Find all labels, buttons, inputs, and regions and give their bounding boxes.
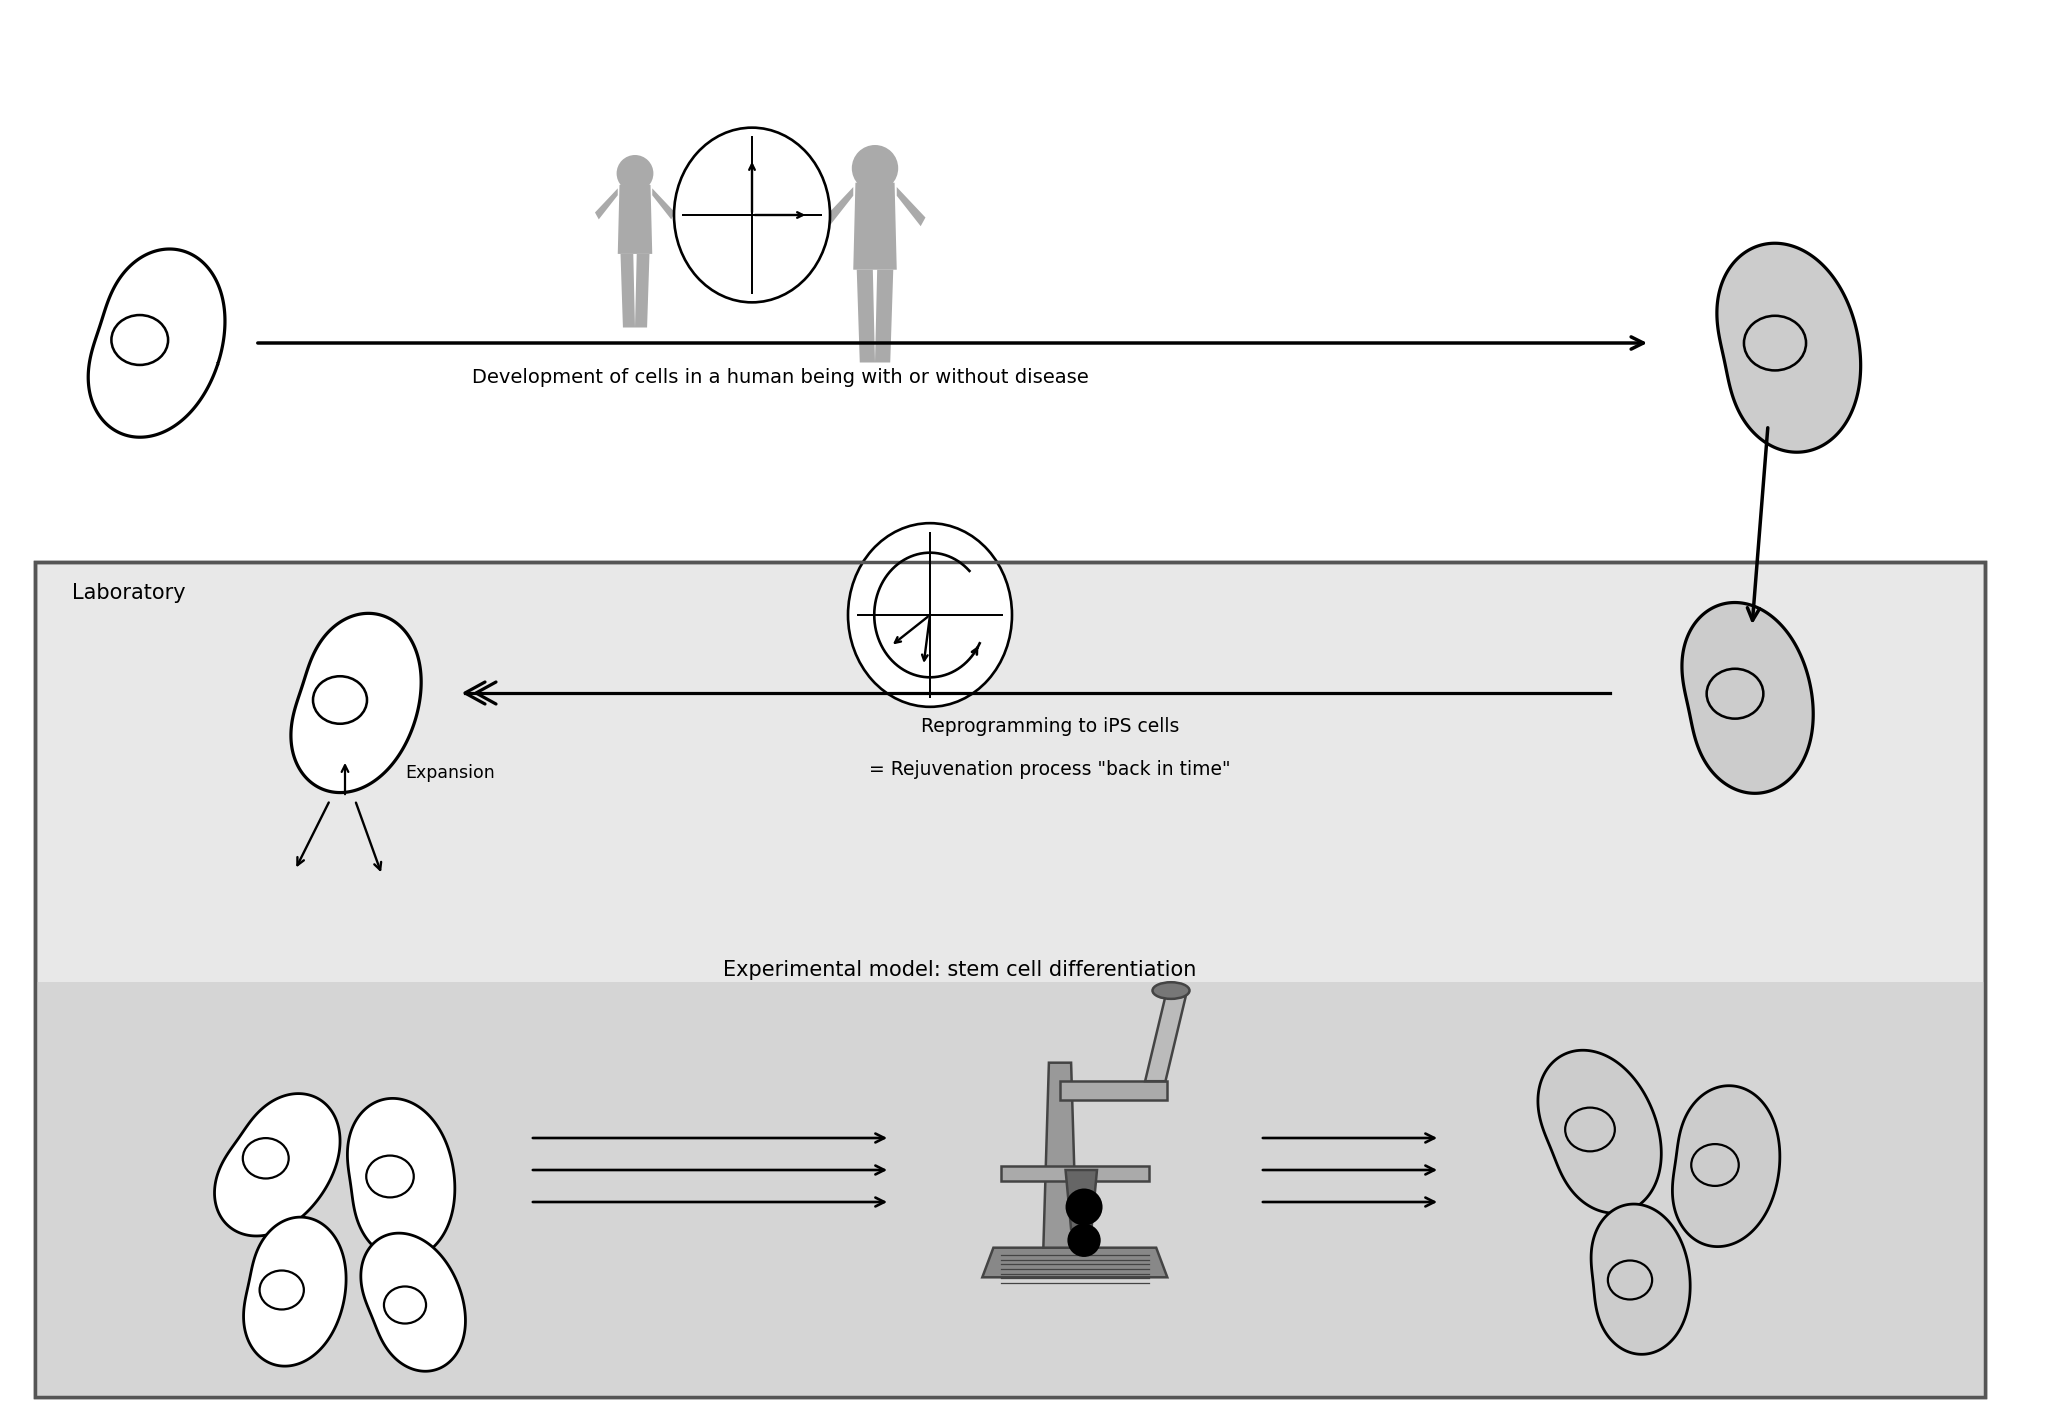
Polygon shape <box>1681 603 1812 794</box>
Ellipse shape <box>313 677 367 724</box>
FancyBboxPatch shape <box>35 982 1985 1396</box>
Polygon shape <box>1001 1166 1149 1181</box>
FancyBboxPatch shape <box>35 561 1985 1396</box>
Text: Reprogramming to iPS cells: Reprogramming to iPS cells <box>922 717 1180 735</box>
Polygon shape <box>897 187 926 227</box>
Polygon shape <box>596 188 618 219</box>
Ellipse shape <box>848 523 1012 707</box>
Circle shape <box>1067 1224 1100 1257</box>
Ellipse shape <box>367 1156 414 1197</box>
Ellipse shape <box>1565 1107 1614 1151</box>
Ellipse shape <box>1692 1144 1739 1186</box>
Text: Laboratory: Laboratory <box>72 583 186 603</box>
Polygon shape <box>360 1233 465 1371</box>
Text: Experimental model: stem cell differentiation: Experimental model: stem cell differenti… <box>723 960 1196 980</box>
Polygon shape <box>1065 1170 1098 1230</box>
Polygon shape <box>874 269 893 362</box>
Ellipse shape <box>111 315 168 365</box>
Polygon shape <box>291 613 422 792</box>
Polygon shape <box>1591 1204 1690 1354</box>
Circle shape <box>616 155 653 192</box>
Ellipse shape <box>674 128 829 302</box>
Polygon shape <box>983 1248 1167 1277</box>
Circle shape <box>852 145 899 191</box>
Polygon shape <box>825 187 854 227</box>
Polygon shape <box>621 254 635 328</box>
Ellipse shape <box>1706 668 1763 718</box>
Polygon shape <box>854 182 897 269</box>
Ellipse shape <box>1153 982 1190 999</box>
Polygon shape <box>244 1217 346 1367</box>
Polygon shape <box>618 185 651 254</box>
Circle shape <box>1065 1188 1102 1226</box>
Ellipse shape <box>1608 1261 1653 1300</box>
Ellipse shape <box>1745 316 1806 370</box>
Ellipse shape <box>260 1271 303 1310</box>
Polygon shape <box>88 249 225 437</box>
Polygon shape <box>1538 1050 1661 1213</box>
Polygon shape <box>1042 1063 1077 1248</box>
Polygon shape <box>635 254 649 328</box>
Polygon shape <box>348 1099 455 1260</box>
Polygon shape <box>856 269 874 362</box>
Ellipse shape <box>383 1287 426 1324</box>
Polygon shape <box>651 188 676 219</box>
Text: Expansion: Expansion <box>406 764 496 782</box>
Polygon shape <box>1061 1082 1167 1100</box>
Polygon shape <box>1673 1086 1780 1247</box>
Text: = Rejuvenation process "back in time": = Rejuvenation process "back in time" <box>868 760 1231 779</box>
Polygon shape <box>1716 244 1862 452</box>
Polygon shape <box>215 1093 340 1235</box>
Text: Development of cells in a human being with or without disease: Development of cells in a human being wi… <box>471 368 1087 388</box>
Polygon shape <box>1145 996 1186 1082</box>
Ellipse shape <box>244 1139 289 1178</box>
